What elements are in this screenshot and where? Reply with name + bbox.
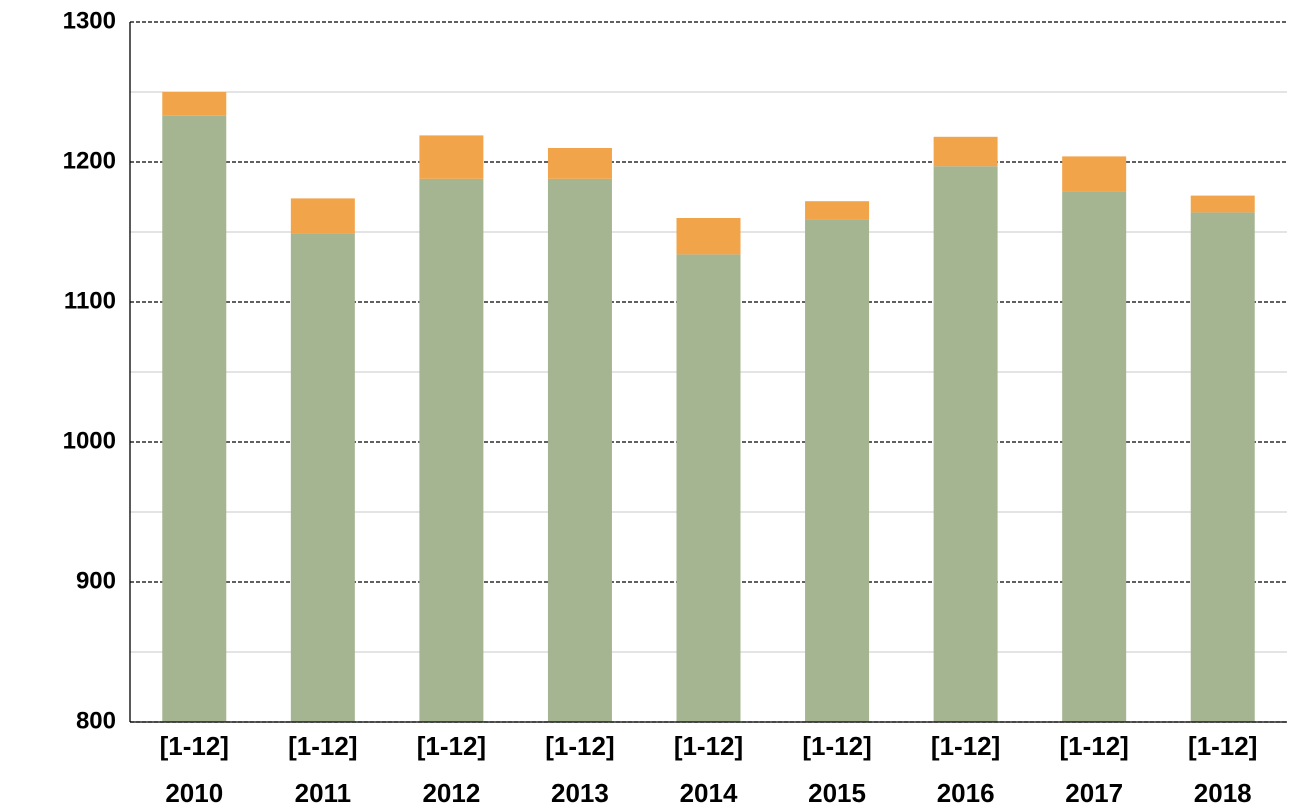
- x-tick-label: 2014: [680, 778, 738, 808]
- y-tick-label: 800: [76, 707, 116, 734]
- x-tick-label: [1-12]: [288, 731, 357, 761]
- bar-segment: [547, 148, 612, 179]
- x-tick-label: 2012: [422, 778, 480, 808]
- x-tick-label: [1-12]: [160, 731, 229, 761]
- bar-segment: [1062, 156, 1127, 192]
- x-tick-label: 2018: [1194, 778, 1252, 808]
- x-tick-label: [1-12]: [1188, 731, 1257, 761]
- x-tick-label: 2015: [808, 778, 866, 808]
- y-tick-label: 1000: [63, 427, 116, 454]
- x-tick-label: [1-12]: [931, 731, 1000, 761]
- x-tick-label: 2016: [937, 778, 995, 808]
- bar-segment: [419, 178, 484, 723]
- bar-segment: [419, 135, 484, 179]
- y-tick-label: 1300: [63, 7, 116, 34]
- x-tick-label: 2013: [551, 778, 609, 808]
- bar-segment: [290, 233, 355, 722]
- bar-segment: [933, 166, 998, 722]
- y-tick-label: 1200: [63, 147, 116, 174]
- x-tick-label: [1-12]: [1059, 731, 1128, 761]
- bar-segment: [1190, 212, 1255, 722]
- bar-segment: [290, 198, 355, 234]
- x-tick-label: 2010: [165, 778, 223, 808]
- bar-segment: [676, 254, 741, 722]
- x-tick-label: 2017: [1065, 778, 1123, 808]
- x-tick-label: [1-12]: [545, 731, 614, 761]
- bar-segment: [547, 178, 612, 723]
- bar-segment: [805, 201, 870, 220]
- x-tick-label: 2011: [295, 778, 351, 808]
- bar-segment: [1190, 195, 1255, 213]
- y-tick-label: 1100: [64, 287, 116, 314]
- x-tick-label: [1-12]: [417, 731, 486, 761]
- bar-segment: [1062, 191, 1127, 722]
- bar-segment: [162, 92, 227, 116]
- bar-segment: [805, 219, 870, 722]
- bar-segment: [933, 136, 998, 167]
- x-tick-label: [1-12]: [674, 731, 743, 761]
- y-tick-label: 900: [76, 567, 116, 594]
- bar-segment: [676, 218, 741, 255]
- bar-segment: [162, 115, 227, 723]
- x-tick-label: [1-12]: [802, 731, 871, 761]
